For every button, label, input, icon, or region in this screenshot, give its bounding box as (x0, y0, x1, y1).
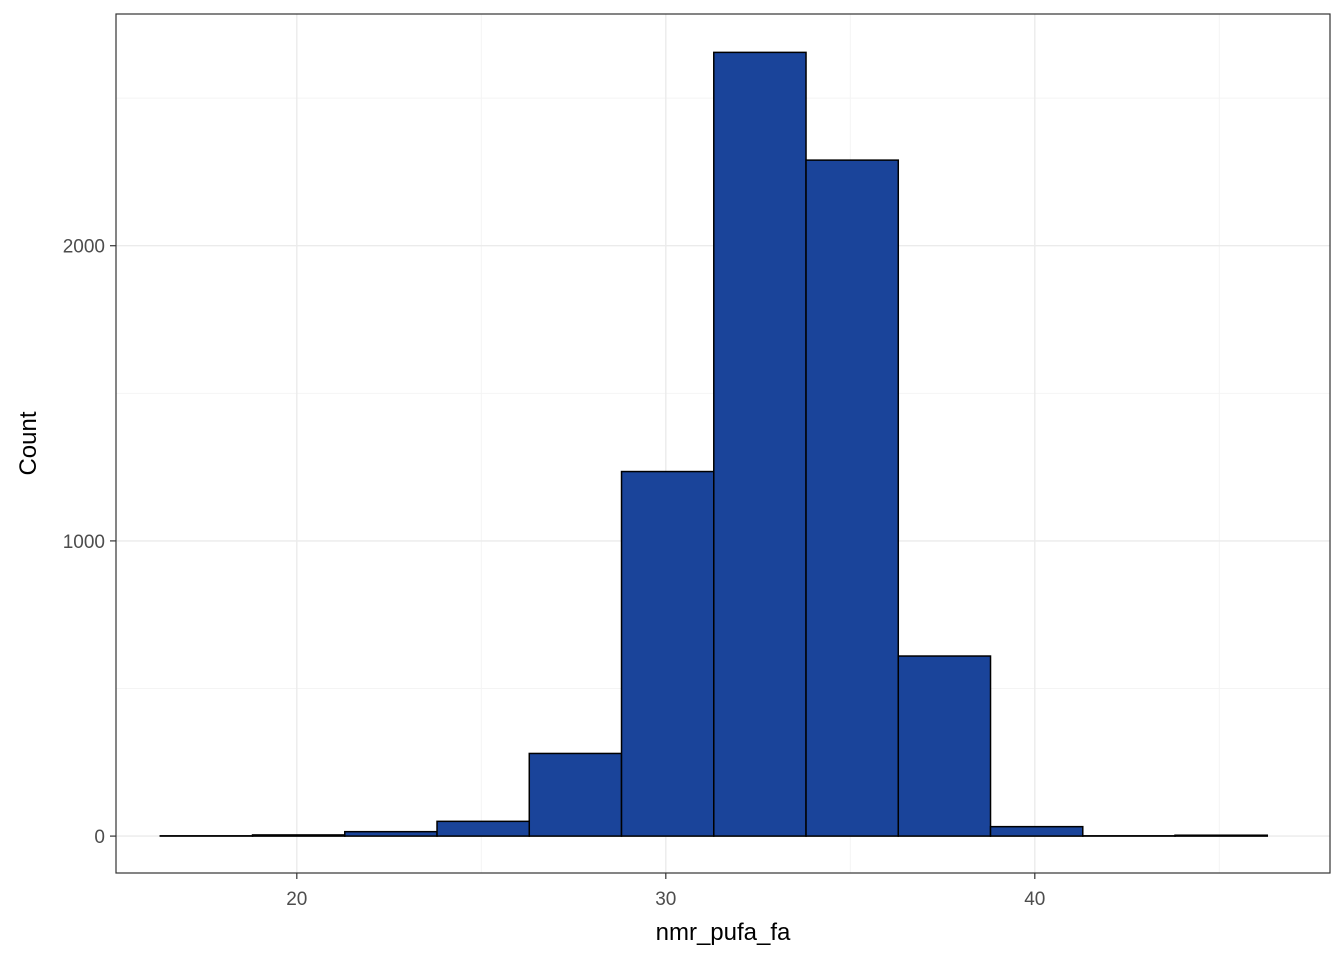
histogram-bar (620, 470, 715, 837)
histogram-bar (1174, 834, 1269, 837)
y-tick-label: 0 (94, 827, 105, 848)
histogram-bar (989, 825, 1084, 837)
y-tick-label: 2000 (63, 237, 105, 258)
histogram-bar (897, 655, 992, 837)
histogram-bar (251, 834, 346, 837)
x-axis-title: nmr_pufa_fa (656, 919, 791, 946)
x-axis-ticks: 20 30 40 (286, 873, 1045, 910)
y-axis-title: Count (15, 411, 42, 475)
y-axis-ticks: 0 1000 2000 (63, 237, 116, 848)
x-tick-label: 40 (1024, 889, 1045, 910)
histogram-bar (713, 51, 807, 837)
histogram-bar (344, 830, 438, 837)
x-tick-label: 30 (655, 889, 676, 910)
x-tick-label: 20 (286, 889, 307, 910)
histogram-bar (436, 820, 531, 837)
histogram-bars (159, 51, 1269, 837)
histogram-bar (805, 159, 900, 837)
panel-border (115, 13, 1331, 874)
histogram-bar (528, 752, 623, 837)
y-tick-label: 1000 (63, 532, 105, 553)
